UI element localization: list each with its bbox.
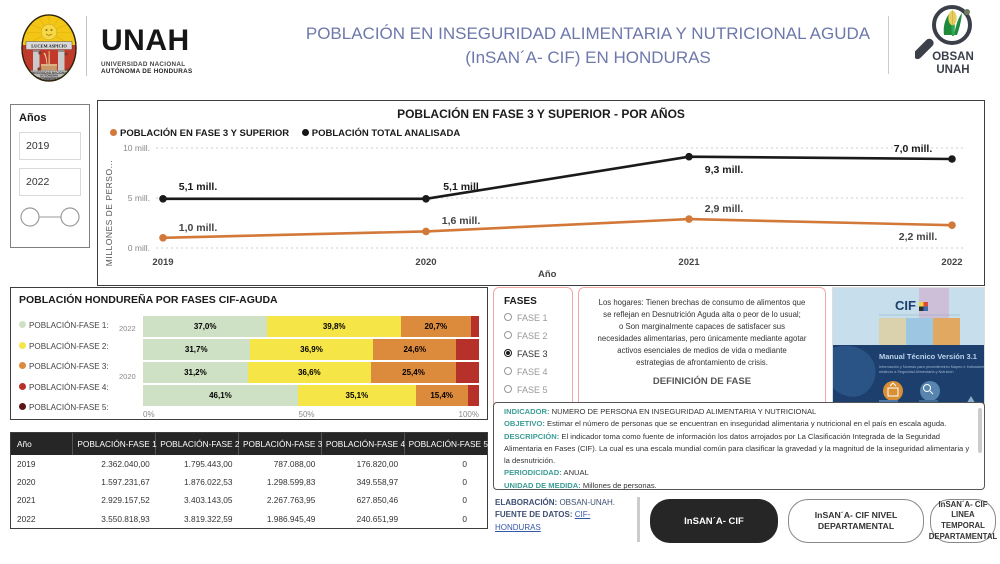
svg-text:MILLONES DE PERSO...: MILLONES DE PERSO... [104,160,114,266]
svg-text:CIF: CIF [895,298,916,313]
svg-text:Manual Técnico Versión 3.1: Manual Técnico Versión 3.1 [879,352,977,361]
svg-text:2021: 2021 [678,257,700,268]
svg-text:LUCEM ASPICIO: LUCEM ASPICIO [31,43,67,48]
svg-text:2022: 2022 [941,257,962,268]
svg-text:0 mill.: 0 mill. [128,243,150,253]
svg-text:9,3 mill.: 9,3 mill. [705,164,744,176]
svg-text:5,1 mill.: 5,1 mill. [179,181,218,193]
svg-text:Información y Normas para proc: Información y Normas para procedimeinto … [879,365,985,369]
svg-text:OBSAN: OBSAN [932,51,974,63]
svg-text:5,1 mill: 5,1 mill [443,181,479,193]
svg-text:1,6 mill.: 1,6 mill. [442,215,481,227]
svg-text:2,2 mill.: 2,2 mill. [899,231,938,243]
svg-text:UNAH: UNAH [936,64,969,76]
svg-text:relativos a Seguridad Alimenta: relativos a Seguridad Alimentaria y Nutr… [879,370,954,374]
svg-text:1,0 mill.: 1,0 mill. [179,222,218,234]
svg-text:10 mill.: 10 mill. [123,143,150,153]
svg-text:5 mill.: 5 mill. [128,193,150,203]
svg-text:7,0 mill.: 7,0 mill. [894,143,933,155]
svg-text:2019: 2019 [152,257,173,268]
svg-text:2,9 mill.: 2,9 mill. [705,203,744,215]
svg-text:2020: 2020 [415,257,436,268]
